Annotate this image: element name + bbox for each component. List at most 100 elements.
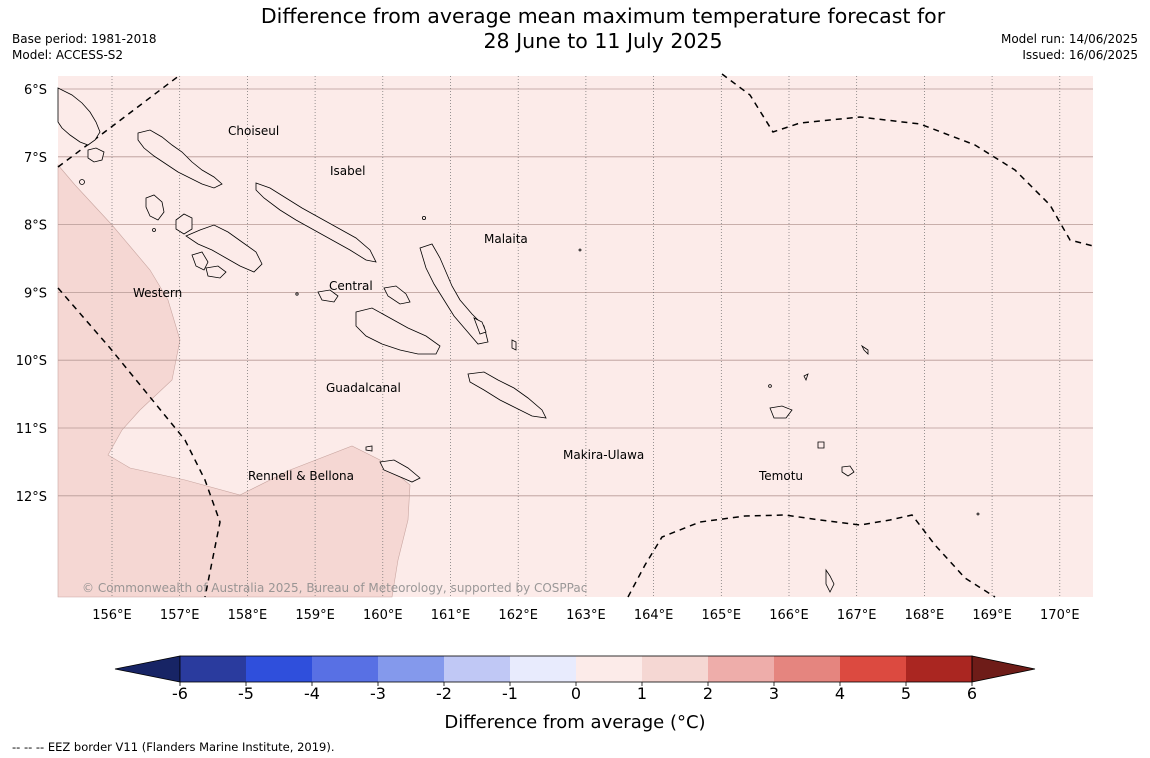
island-vella-lavella xyxy=(145,194,165,221)
label-temotu: Temotu xyxy=(758,469,803,483)
colorbar-swatch xyxy=(840,656,906,682)
colorbar-tick-label: 2 xyxy=(703,684,713,703)
copyright: © Commonwealth of Australia 2025, Bureau… xyxy=(82,581,587,595)
lon-label: 167°E xyxy=(837,608,877,623)
island-shortland xyxy=(87,147,105,163)
island-santa-isabel xyxy=(255,182,377,263)
colorbar-swatch xyxy=(906,656,972,682)
island-islet-6 xyxy=(79,179,85,185)
island-tikopia xyxy=(817,441,825,449)
colorbar: -6 -5 -4 -3 -2 -1 0 1 2 3 4 5 6 xyxy=(114,655,1036,703)
lat-label: 12°S xyxy=(16,490,47,505)
latitude-labels: 6°S 7°S 8°S 9°S 10°S 11°S 12°S xyxy=(16,83,47,505)
eez-line-4 xyxy=(627,514,996,598)
island-ulawa xyxy=(511,339,517,351)
island-russell xyxy=(383,285,411,305)
colorbar-tick-label: -3 xyxy=(370,684,386,703)
island-vangunu xyxy=(205,265,227,279)
island-makira xyxy=(467,371,547,419)
lon-label: 170°E xyxy=(1040,608,1080,623)
colorbar-tick-label: 5 xyxy=(901,684,911,703)
islands xyxy=(57,87,980,593)
lon-label: 157°E xyxy=(160,608,200,623)
island-maramasike xyxy=(473,317,487,335)
meta-left: Base period: 1981-2018 Model: ACCESS-S2 xyxy=(12,32,157,63)
lon-label: 162°E xyxy=(498,608,538,623)
meta-right: Model run: 14/06/2025 Issued: 16/06/2025 xyxy=(1001,32,1138,63)
anomaly-region-west xyxy=(57,164,411,598)
island-islet-3 xyxy=(295,292,299,296)
colorbar-swatch xyxy=(774,656,840,682)
colorbar-swatch xyxy=(642,656,708,682)
colorbar-under-arrow xyxy=(114,655,181,683)
colorbar-swatch xyxy=(708,656,774,682)
lon-label: 166°E xyxy=(769,608,809,623)
island-rennell xyxy=(379,459,421,483)
island-bellona xyxy=(365,445,373,452)
region-labels: Choiseul Isabel Malaita Western Central … xyxy=(133,124,803,483)
label-guadalcanal: Guadalcanal xyxy=(326,381,401,395)
island-bougainville xyxy=(57,87,101,146)
colorbar-tick-label: -5 xyxy=(238,684,254,703)
colorbar-tick-label: 6 xyxy=(967,684,977,703)
colorbar-tick-label: -4 xyxy=(304,684,320,703)
island-choiseul xyxy=(137,129,223,189)
island-santa-cruz xyxy=(769,405,793,419)
colorbar-swatch xyxy=(576,656,642,682)
colorbar-tick-label: 4 xyxy=(835,684,845,703)
island-kolombangara xyxy=(175,213,193,235)
graticule xyxy=(58,76,1093,597)
lat-label: 9°S xyxy=(24,286,47,301)
eez-line-2 xyxy=(57,287,221,598)
base-period: Base period: 1981-2018 xyxy=(12,32,157,46)
island-vanikoro xyxy=(841,465,855,477)
lon-label: 169°E xyxy=(972,608,1012,623)
label-central: Central xyxy=(329,279,373,293)
lon-label: 165°E xyxy=(702,608,742,623)
lon-label: 168°E xyxy=(905,608,945,623)
colorbar-swatch xyxy=(510,656,576,682)
longitude-labels: 156°E 157°E 158°E 159°E 160°E 161°E 162°E 163°E… xyxy=(92,608,1079,623)
title-line-1: Difference from average mean maximum tem… xyxy=(260,4,946,28)
lat-label: 11°S xyxy=(16,422,47,437)
island-islet-1 xyxy=(421,215,426,220)
colorbar-tick-label: 3 xyxy=(769,684,779,703)
label-makira: Makira-Ulawa xyxy=(563,448,644,462)
label-choiseul: Choiseul xyxy=(228,124,279,138)
colorbar-tick-label: -2 xyxy=(436,684,452,703)
island-duff xyxy=(860,344,869,355)
colorbar-tick-label: 1 xyxy=(637,684,647,703)
island-islet-2 xyxy=(578,248,582,252)
island-malaita xyxy=(419,243,489,345)
island-new-georgia xyxy=(185,224,263,273)
chart-title: Difference from average mean maximum tem… xyxy=(0,4,1150,54)
label-malaita: Malaita xyxy=(484,232,528,246)
colorbar-tick-label: 0 xyxy=(571,684,581,703)
colorbar-over-arrow xyxy=(971,655,1036,683)
colorbar-swatch xyxy=(444,656,510,682)
island-islet-4 xyxy=(768,384,772,388)
eez-footnote: -- -- -- EEZ border V11 (Flanders Marine… xyxy=(12,740,335,754)
island-islet-7 xyxy=(152,228,156,232)
label-western: Western xyxy=(133,286,182,300)
colorbar-swatch xyxy=(246,656,312,682)
colorbar-swatch xyxy=(378,656,444,682)
lat-label: 8°S xyxy=(24,219,47,234)
lon-label: 159°E xyxy=(295,608,335,623)
island-reef xyxy=(803,373,809,382)
island-florida xyxy=(317,289,339,303)
colorbar-swatch xyxy=(180,656,246,682)
issued-date: Issued: 16/06/2025 xyxy=(1022,47,1138,62)
lat-label: 7°S xyxy=(24,151,47,166)
model-run: Model run: 14/06/2025 xyxy=(1000,32,1138,46)
model-name: Model: ACCESS-S2 xyxy=(12,47,124,62)
lon-label: 163°E xyxy=(566,608,606,623)
eez-line-1 xyxy=(57,74,181,168)
lon-label: 158°E xyxy=(228,608,268,623)
colorbar-swatch xyxy=(312,656,378,682)
map-figure: Choiseul Isabel Malaita Western Central … xyxy=(16,73,1094,733)
eez-line-3 xyxy=(721,73,1094,247)
label-isabel: Isabel xyxy=(330,164,365,178)
island-islet-5 xyxy=(976,512,980,516)
island-guadalcanal xyxy=(355,307,441,355)
